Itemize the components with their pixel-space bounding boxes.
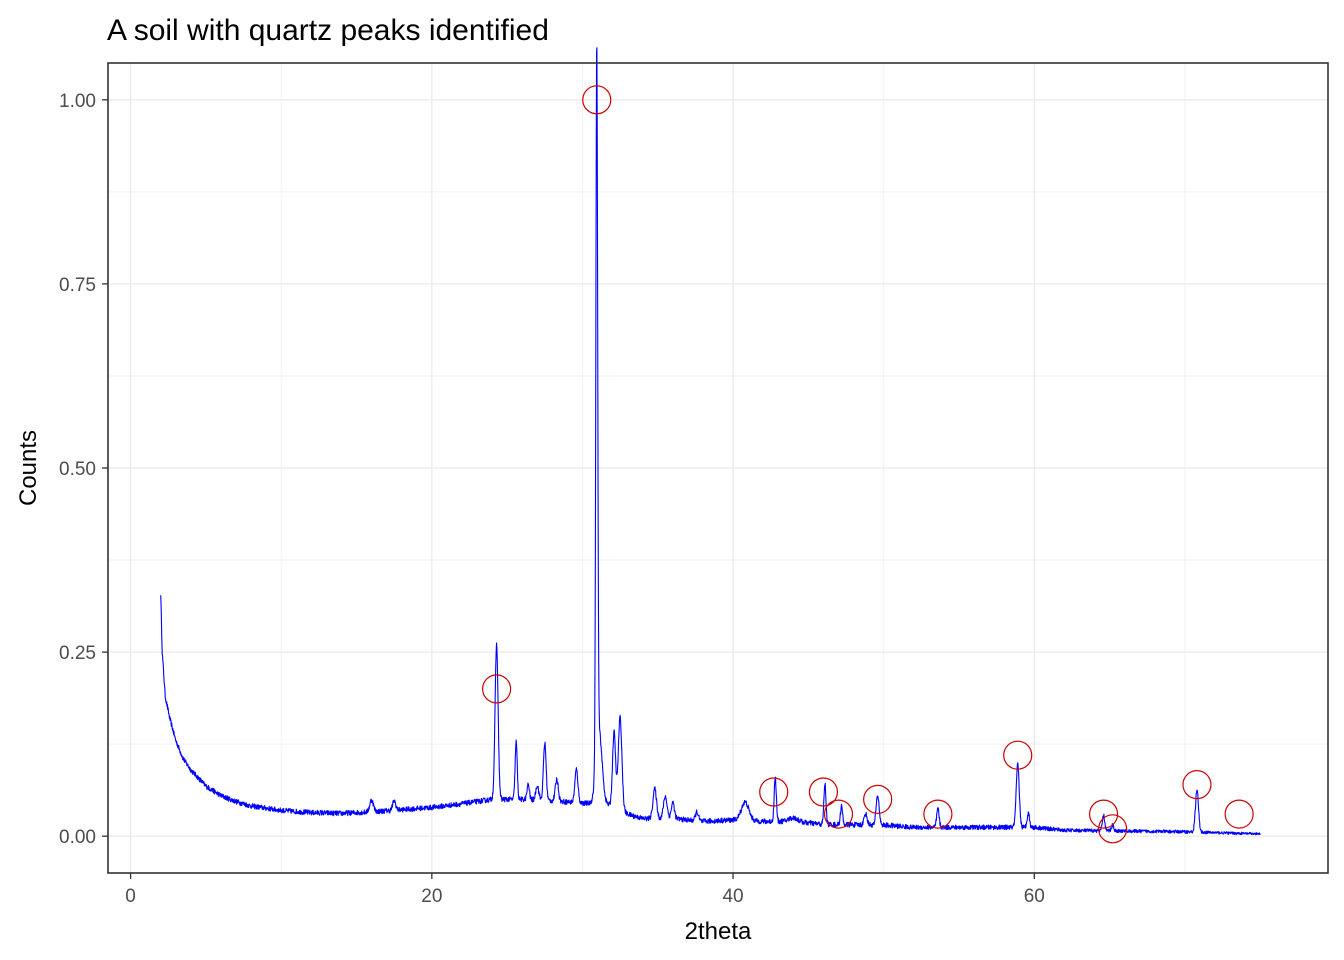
y-tick-label: 0.50 (59, 459, 96, 480)
quartz-peak-marker (1088, 799, 1119, 829)
x-tick-label: 0 (125, 886, 136, 907)
x-axis-title: 2theta (685, 918, 752, 945)
quartz-peak-marker (1182, 770, 1212, 800)
y-axis: 0.00 0.25 0.50 0.75 1.00 (59, 91, 108, 848)
x-tick-label: 60 (1024, 886, 1045, 907)
quartz-peak-marker (1098, 814, 1128, 844)
quartz-peak-marker (1003, 740, 1033, 770)
chart-title: A soil with quartz peaks identified (107, 14, 549, 47)
series-layer (160, 47, 1261, 836)
quartz-peak-marker (808, 777, 839, 807)
x-tick-label: 40 (722, 886, 743, 907)
grid-major (108, 63, 1328, 873)
y-tick-label: 0.00 (59, 827, 96, 848)
quartz-peak-marker (481, 674, 512, 704)
x-tick-label: 20 (421, 886, 442, 907)
quartz-peak-marker (1224, 799, 1254, 829)
quartz-peak-marker (863, 784, 893, 814)
quartz-peak-marker (923, 799, 953, 829)
y-tick-label: 0.75 (59, 275, 96, 296)
peak-markers (481, 85, 1254, 844)
y-tick-label: 0.25 (59, 643, 96, 664)
y-axis-title: Counts (15, 430, 42, 506)
y-tick-label: 1.00 (59, 91, 96, 112)
quartz-peak-marker (582, 85, 612, 115)
x-axis: 0 20 40 60 (125, 873, 1045, 907)
xrd-series-line (160, 47, 1261, 836)
quartz-peak-marker (759, 777, 789, 807)
quartz-peak-marker (823, 799, 854, 829)
